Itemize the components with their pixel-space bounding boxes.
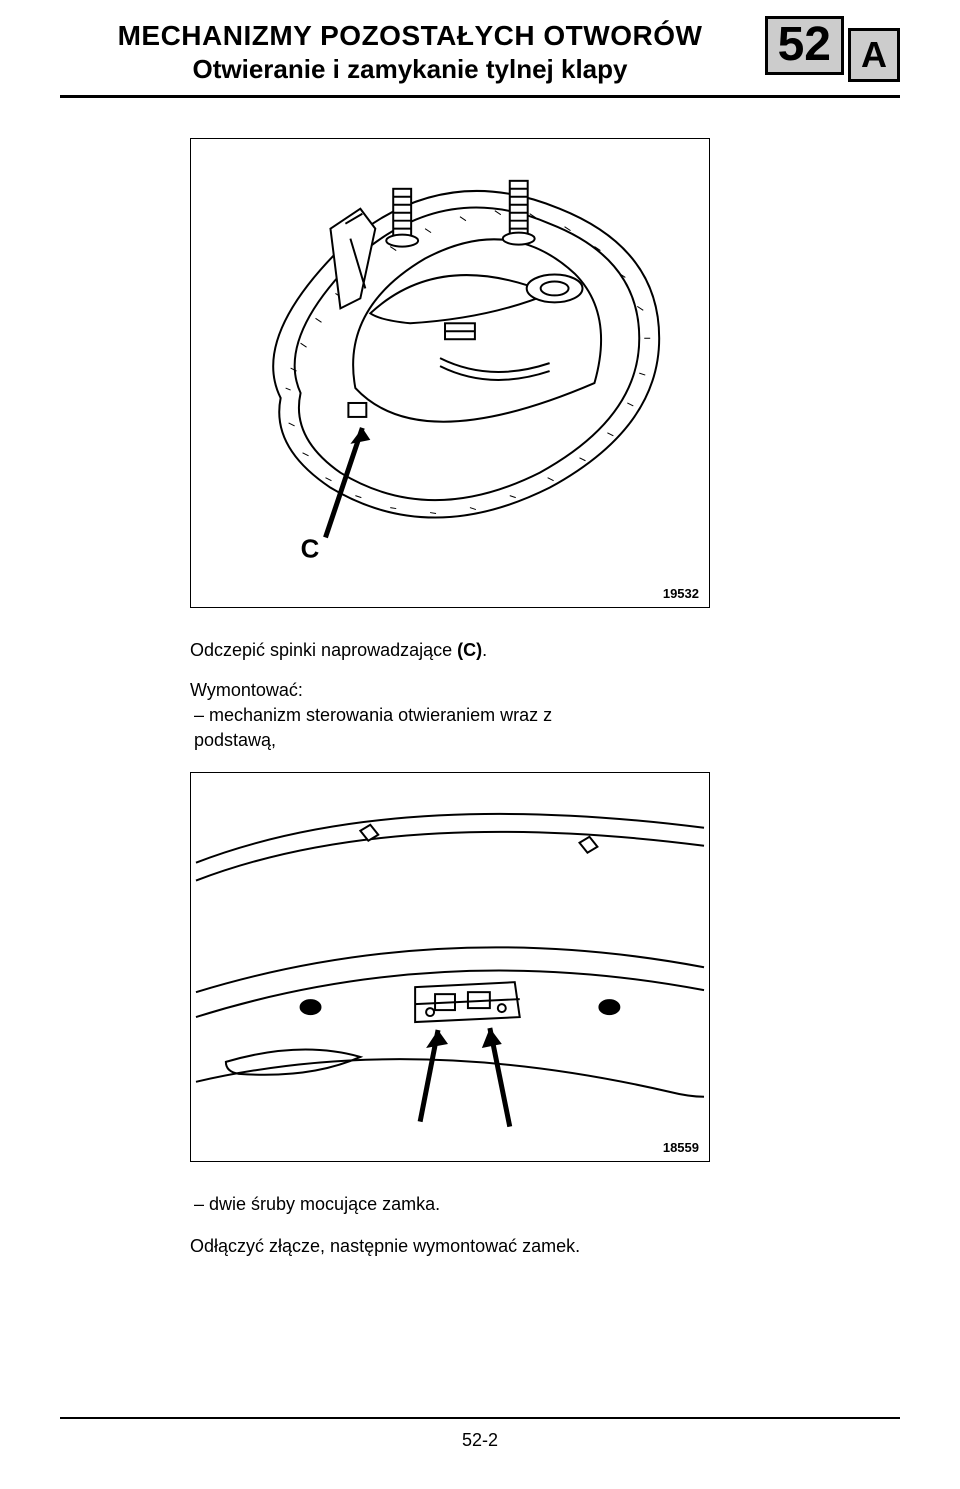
text-unclip-ref: (C) xyxy=(457,640,482,660)
page-number: 52-2 xyxy=(0,1430,960,1451)
footer-rule xyxy=(60,1417,900,1419)
instruction-header: Wymontować: xyxy=(190,680,770,701)
figure-1-id: 19532 xyxy=(663,586,699,601)
header-title-sub: Otwieranie i zamykanie tylnej klapy xyxy=(100,54,720,85)
figure-2-svg xyxy=(191,773,709,1162)
figure-1-label-c: C xyxy=(301,535,320,563)
section-letter-badge: A xyxy=(848,28,900,82)
text-disconnect: Odłączyć złącze, następnie wymontować za… xyxy=(190,1234,770,1258)
page-header: MECHANIZMY POZOSTAŁYCH OTWORÓW Otwierani… xyxy=(60,20,900,98)
text-unclip-guides: Odczepić spinki naprowadzające (C). xyxy=(190,638,770,662)
figure-1: C 19532 xyxy=(190,138,710,608)
figure-1-svg: C xyxy=(191,139,709,607)
figure-2-id: 18559 xyxy=(663,1140,699,1155)
bullet-2: – dwie śruby mocujące zamka. xyxy=(190,1192,770,1216)
bullet-1: – mechanizm sterowania otwieraniem wraz … xyxy=(190,703,770,752)
figure-2: 18559 xyxy=(190,772,710,1162)
header-title-main: MECHANIZMY POZOSTAŁYCH OTWORÓW xyxy=(100,20,720,52)
header-badges: 52 A xyxy=(765,16,900,82)
text-unclip-suffix: . xyxy=(482,640,487,660)
content-column: C 19532 Odczepić spinki naprowadzające (… xyxy=(60,138,900,1258)
text-unclip-prefix: Odczepić spinki naprowadzające xyxy=(190,640,457,660)
chapter-number-badge: 52 xyxy=(765,16,844,75)
page: MECHANIZMY POZOSTAŁYCH OTWORÓW Otwierani… xyxy=(0,0,960,1489)
